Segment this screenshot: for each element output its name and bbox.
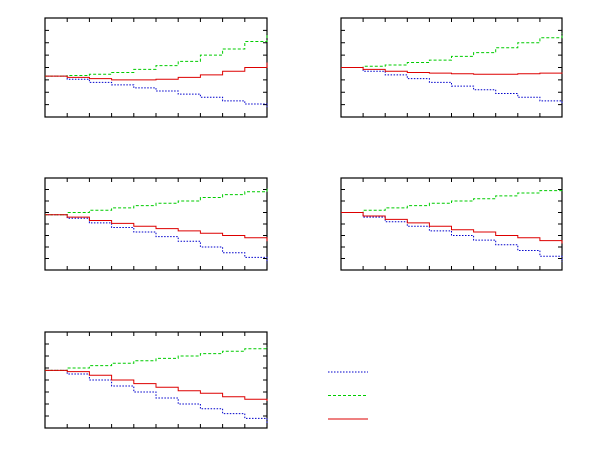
series-line xyxy=(45,369,268,424)
series-line xyxy=(45,369,268,401)
legend xyxy=(328,371,368,420)
plot-frame xyxy=(44,177,268,271)
plot-frame xyxy=(340,17,563,118)
panel xyxy=(44,331,268,429)
panel xyxy=(44,17,268,118)
series-line xyxy=(45,32,268,77)
plot-frame xyxy=(44,17,268,118)
series-line xyxy=(341,212,563,262)
panel xyxy=(44,177,268,271)
plot-frame xyxy=(340,177,563,271)
series-line xyxy=(45,62,268,81)
series-line xyxy=(341,188,563,213)
series-line xyxy=(341,212,563,244)
series-line xyxy=(45,214,268,242)
panel xyxy=(340,177,563,271)
panel xyxy=(340,17,563,118)
series-line xyxy=(341,67,563,105)
series-line xyxy=(341,67,563,75)
series-line xyxy=(45,188,268,216)
series-line xyxy=(45,75,268,108)
series-line xyxy=(45,347,268,371)
series-line xyxy=(341,32,563,68)
series-line xyxy=(45,214,268,264)
